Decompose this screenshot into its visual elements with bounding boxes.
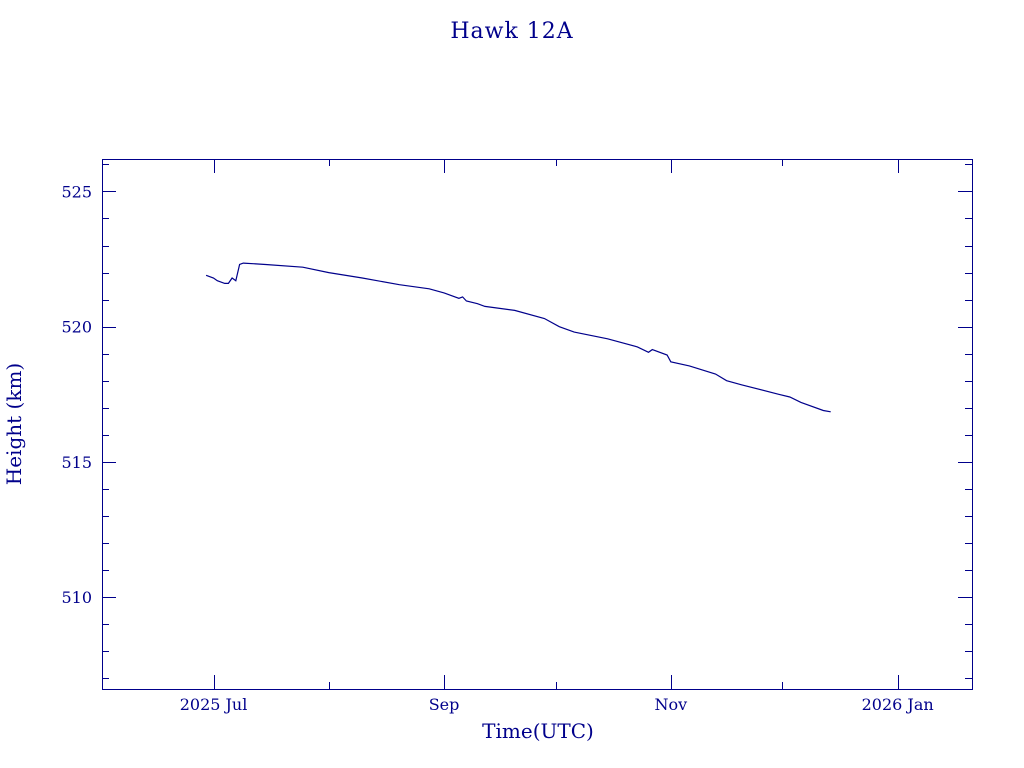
y-tick-label: 510 (61, 588, 92, 607)
y-tick-label: 520 (61, 318, 92, 337)
y-tick-label: 515 (61, 453, 92, 472)
plot-frame (102, 159, 973, 690)
axis-ticks (102, 159, 972, 689)
x-tick-label: Sep (429, 695, 460, 714)
x-axis-label: Time(UTC) (482, 719, 594, 743)
x-tick-label: Nov (655, 695, 688, 714)
x-tick-label: 2026 Jan (862, 695, 934, 714)
y-tick-label: 525 (61, 182, 92, 201)
tick-labels: 510 515 520 525 2025 Jul Sep Nov 2026 Jan (61, 182, 933, 714)
chart-title: Hawk 12A (450, 19, 573, 44)
height-series-line (205, 262, 831, 413)
y-axis-label: Height (km) (2, 363, 26, 485)
x-tick-label: 2025 Jul (180, 695, 248, 714)
